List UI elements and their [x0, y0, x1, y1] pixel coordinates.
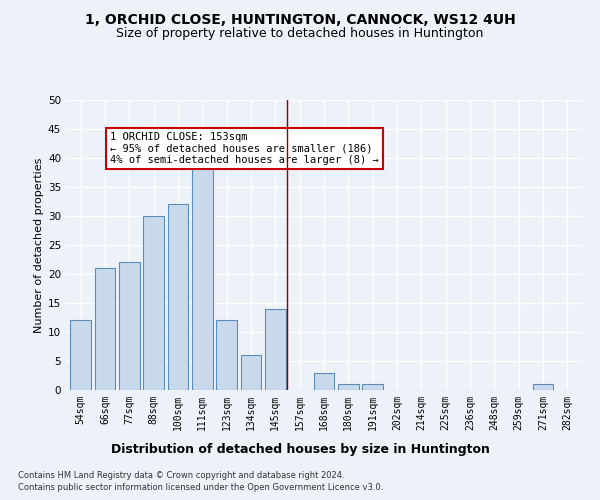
Bar — [314, 372, 334, 390]
Bar — [216, 320, 237, 390]
Bar — [167, 204, 188, 390]
Y-axis label: Number of detached properties: Number of detached properties — [34, 158, 44, 332]
Text: Distribution of detached houses by size in Huntington: Distribution of detached houses by size … — [110, 442, 490, 456]
Text: 1 ORCHID CLOSE: 153sqm
← 95% of detached houses are smaller (186)
4% of semi-det: 1 ORCHID CLOSE: 153sqm ← 95% of detached… — [110, 132, 379, 165]
Bar — [70, 320, 91, 390]
Text: 1, ORCHID CLOSE, HUNTINGTON, CANNOCK, WS12 4UH: 1, ORCHID CLOSE, HUNTINGTON, CANNOCK, WS… — [85, 12, 515, 26]
Bar — [338, 384, 359, 390]
Text: Size of property relative to detached houses in Huntington: Size of property relative to detached ho… — [116, 28, 484, 40]
Bar — [95, 268, 115, 390]
Text: Contains HM Land Registry data © Crown copyright and database right 2024.: Contains HM Land Registry data © Crown c… — [18, 471, 344, 480]
Bar — [143, 216, 164, 390]
Bar — [192, 152, 212, 390]
Bar — [241, 355, 262, 390]
Bar — [362, 384, 383, 390]
Bar — [119, 262, 140, 390]
Text: Contains public sector information licensed under the Open Government Licence v3: Contains public sector information licen… — [18, 484, 383, 492]
Bar — [265, 309, 286, 390]
Bar — [533, 384, 553, 390]
